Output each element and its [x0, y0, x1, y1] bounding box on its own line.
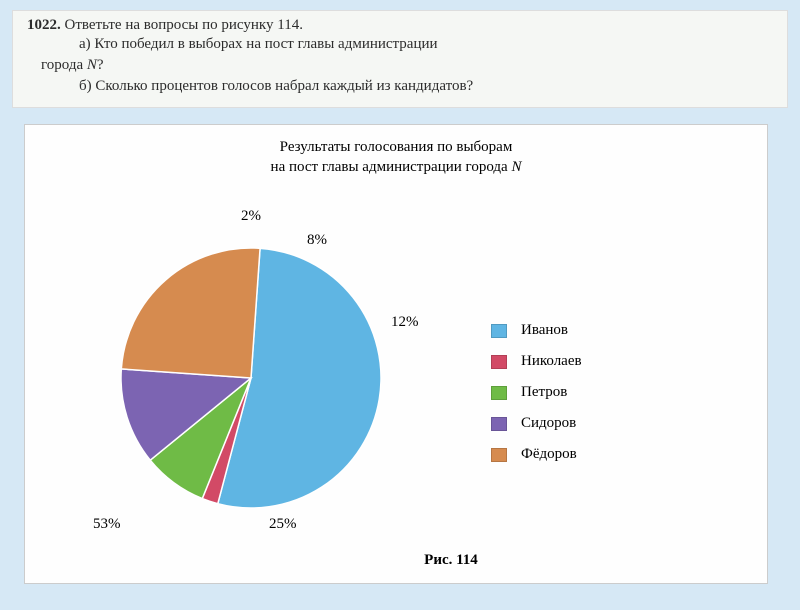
legend-label: Сидоров	[521, 415, 576, 432]
pie-slice	[121, 248, 260, 378]
pie-percent-label: 8%	[307, 232, 327, 249]
question-line1: 1022. Ответьте на вопросы по рисунку 114…	[27, 17, 773, 34]
figure-caption: Рис. 114	[41, 552, 751, 569]
chart-container: Результаты голосования по выборам на пос…	[24, 124, 768, 584]
pie-percent-label: 2%	[241, 208, 261, 225]
pie-percent-label: 53%	[93, 516, 121, 533]
legend-label: Фёдоров	[521, 446, 577, 463]
legend: Иванов Николаев Петров Сидоров Фёдоров	[461, 262, 751, 477]
question-number: 1022.	[27, 17, 61, 33]
pie-wrap: 53% 2% 8% 12% 25%	[41, 190, 461, 550]
question-part-b: б) Сколько процентов голосов набрал кажд…	[27, 76, 773, 97]
legend-label: Иванов	[521, 322, 568, 339]
legend-item: Фёдоров	[491, 446, 751, 463]
question-part-a: а) Кто победил в выборах на пост главы а…	[27, 34, 773, 55]
pie-percent-label: 12%	[391, 314, 419, 331]
legend-label: Петров	[521, 384, 567, 401]
legend-item: Сидоров	[491, 415, 751, 432]
legend-label: Николаев	[521, 353, 582, 370]
pie-chart	[111, 238, 391, 518]
chart-title: Результаты голосования по выборам на пос…	[41, 137, 751, 178]
pie-percent-label: 25%	[269, 516, 297, 533]
legend-item: Николаев	[491, 353, 751, 370]
question-box: 1022. Ответьте на вопросы по рисунку 114…	[12, 10, 788, 108]
legend-swatch	[491, 324, 507, 338]
legend-item: Иванов	[491, 322, 751, 339]
legend-swatch	[491, 386, 507, 400]
question-city-line: города N?	[27, 55, 773, 76]
legend-item: Петров	[491, 384, 751, 401]
chart-area: 53% 2% 8% 12% 25% Иванов Николаев Петров Сидоро…	[41, 190, 751, 550]
question-prompt: Ответьте на вопросы по рисунку 114.	[65, 17, 303, 33]
legend-swatch	[491, 355, 507, 369]
legend-swatch	[491, 417, 507, 431]
legend-swatch	[491, 448, 507, 462]
